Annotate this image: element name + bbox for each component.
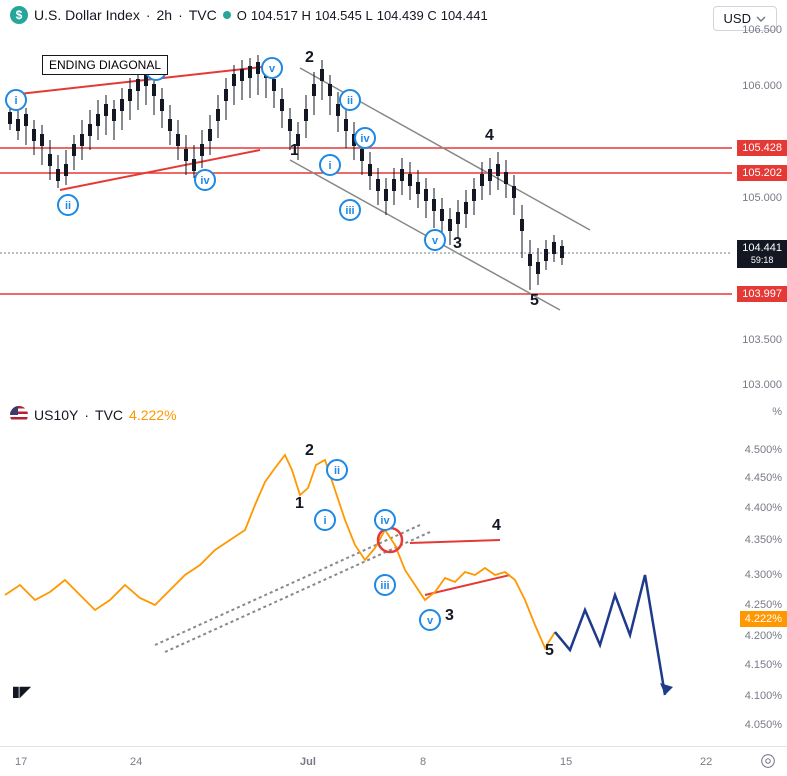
x-axis-label: 17 — [15, 756, 27, 768]
svg-text:iv: iv — [200, 175, 210, 187]
svg-text:5: 5 — [545, 642, 554, 659]
top-y-axis[interactable]: 106.500 106.000 105.000 103.500 103.000 105.4… — [732, 0, 787, 400]
svg-text:v: v — [269, 63, 276, 75]
y-gridline-label: 106.000 — [742, 80, 782, 92]
bottom-y-axis[interactable]: % 4.500%4.450%4.400%4.350%4.300%4.250%4.… — [732, 400, 787, 740]
svg-text:4: 4 — [485, 127, 494, 144]
svg-text:v: v — [432, 235, 439, 247]
svg-text:1: 1 — [290, 142, 299, 159]
y-gridline-label: 4.450% — [745, 472, 782, 484]
y-gridline-label: 105.000 — [742, 192, 782, 204]
x-axis-label: 24 — [130, 756, 142, 768]
settings-icon[interactable] — [759, 752, 777, 770]
y-gridline-label: 4.300% — [745, 569, 782, 581]
x-axis[interactable]: 17 24 Jul 8 15 22 — [0, 746, 787, 776]
svg-text:iv: iv — [360, 133, 370, 145]
svg-text:5: 5 — [530, 292, 539, 309]
svg-text:1: 1 — [295, 495, 304, 512]
bottom-chart-svg[interactable]: iiiiviiiv21435 — [0, 400, 787, 740]
svg-text:3: 3 — [445, 607, 454, 624]
x-axis-label: Jul — [300, 756, 316, 768]
x-axis-label: 15 — [560, 756, 572, 768]
current-price-badge: 4.222% — [740, 611, 787, 627]
y-gridline-label: 4.400% — [745, 502, 782, 514]
price-level-badge: 105.428 — [737, 140, 787, 156]
svg-text:iii: iii — [345, 205, 354, 217]
svg-text:2: 2 — [305, 49, 314, 66]
svg-text:3: 3 — [453, 235, 462, 252]
y-gridline-label: 4.200% — [745, 630, 782, 642]
y-gridline-label: 4.500% — [745, 444, 782, 456]
top-chart-panel: $ U.S. Dollar Index · 2h · TVC O104.517 … — [0, 0, 787, 400]
y-gridline-label: 103.500 — [742, 334, 782, 346]
y-gridline-label: 4.250% — [745, 599, 782, 611]
y-gridline-label: 4.100% — [745, 690, 782, 702]
svg-text:i: i — [328, 160, 331, 172]
x-axis-label: 8 — [420, 756, 426, 768]
bottom-chart-panel: US10Y · TVC 4.222% iiiiviiiv21435 % 4.50… — [0, 400, 787, 740]
price-level-badge: 103.997 — [737, 286, 787, 302]
y-gridline-label: 4.150% — [745, 659, 782, 671]
current-price-badge: 104.44159:18 — [737, 240, 787, 268]
svg-text:4: 4 — [492, 517, 501, 534]
svg-text:iv: iv — [380, 515, 390, 527]
tradingview-logo-icon[interactable]: ▮◤ — [12, 683, 30, 700]
y-gridline-label: 106.500 — [742, 24, 782, 36]
price-level-badge: 105.202 — [737, 165, 787, 181]
svg-text:ii: ii — [334, 465, 340, 477]
svg-text:iii: iii — [380, 580, 389, 592]
y-unit: % — [772, 406, 782, 418]
y-gridline-label: 103.000 — [742, 379, 782, 391]
svg-text:ii: ii — [65, 200, 71, 212]
svg-text:2: 2 — [305, 442, 314, 459]
svg-text:i: i — [323, 515, 326, 527]
annotation-ending-diagonal: ENDING DIAGONAL — [42, 55, 168, 75]
svg-text:i: i — [14, 95, 17, 107]
x-axis-label: 22 — [700, 756, 712, 768]
chart-container: $ U.S. Dollar Index · 2h · TVC O104.517 … — [0, 0, 787, 776]
y-gridline-label: 4.350% — [745, 534, 782, 546]
svg-text:v: v — [427, 615, 434, 627]
y-gridline-label: 4.050% — [745, 719, 782, 731]
svg-text:ii: ii — [347, 95, 353, 107]
